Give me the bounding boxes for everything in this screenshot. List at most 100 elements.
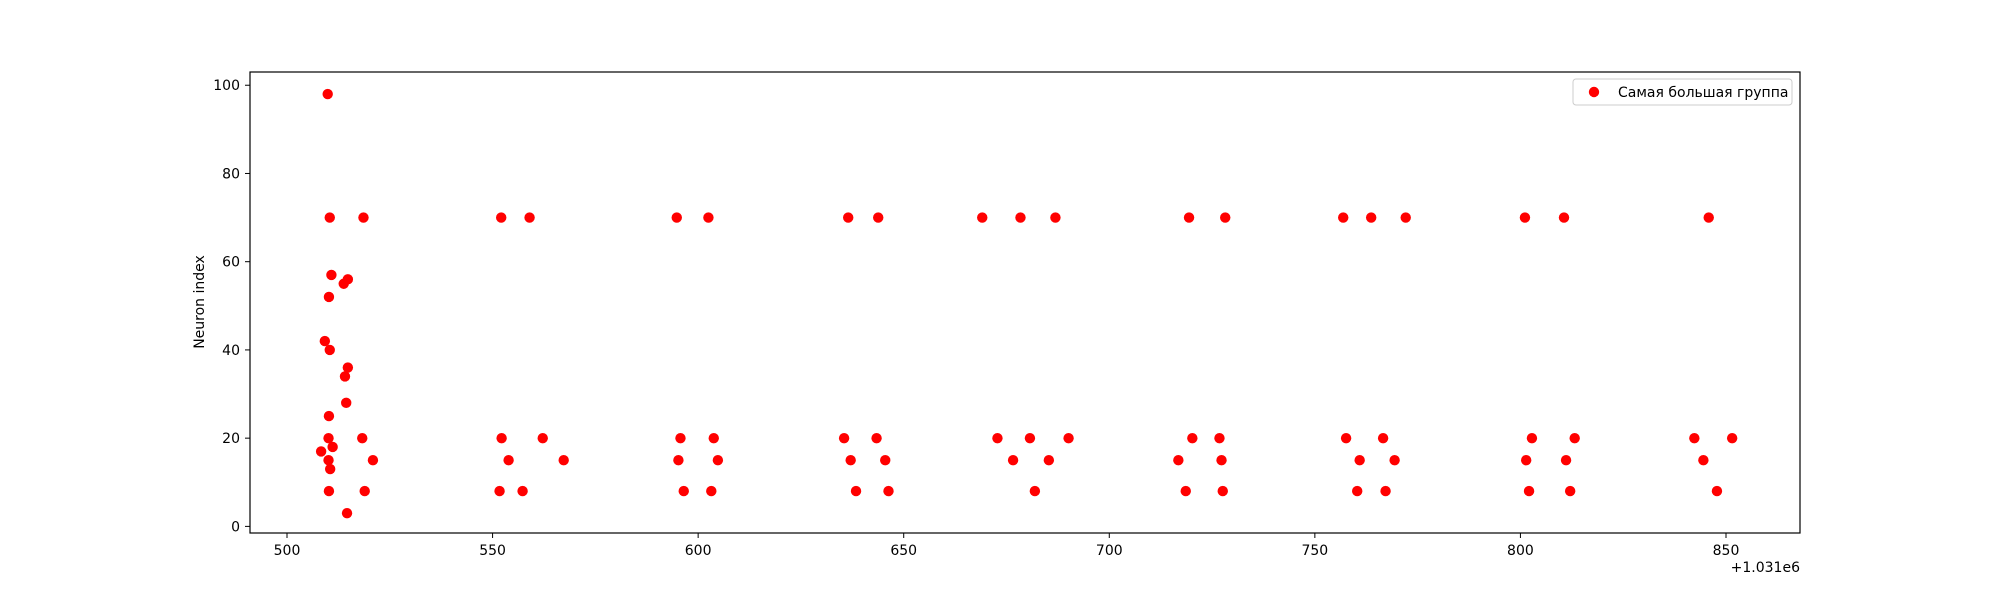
scatter-point [1352,485,1363,497]
scatter-point [675,432,686,444]
scatter-point [1519,212,1531,223]
scatter-point [323,291,335,303]
scatter-point [1007,455,1019,466]
scatter-point [1520,455,1532,466]
scatter-point [315,446,327,457]
scatter-point [324,344,335,356]
scatter-point [671,212,682,223]
scatter-point [873,212,884,223]
x-tick-label: 550 [479,543,506,559]
y-tick-label: 100 [213,78,240,94]
scatter-point [1050,212,1061,223]
scatter-point [1558,212,1570,223]
scatter-point [324,212,335,223]
scatter-point [1698,455,1709,466]
scatter-point [1173,455,1184,466]
x-tick-label: 600 [685,543,712,559]
x-tick-label: 800 [1507,543,1534,559]
scatter-point [706,485,717,497]
scatter-point [1338,212,1349,223]
scatter-point [1526,432,1538,444]
scatter-point [1569,432,1580,444]
scatter-point [323,432,334,444]
scatter-point [1380,485,1391,497]
scatter-point [883,485,894,497]
y-tick-label: 80 [222,166,240,182]
x-tick-label: 500 [274,543,301,559]
scatter-point [1214,432,1225,444]
scatter-point [843,212,854,223]
scatter-point [678,485,689,497]
scatter-point [524,212,535,223]
scatter-point [845,455,856,466]
x-axis-offset-label: +1.031e6 [1731,560,1800,576]
scatter-point [358,212,369,223]
scatter-point [1365,212,1377,223]
scatter-point [1523,485,1535,497]
scatter-point [322,88,333,100]
scatter-point [537,432,548,444]
scatter-point [1220,212,1231,223]
scatter-point [1377,432,1389,444]
scatter-point [1703,212,1714,223]
scatter-point [1187,432,1198,444]
scatter-point [341,507,353,519]
scatter-point [342,362,354,373]
scatter-point [496,432,507,444]
legend-label: Самая большая группа [1618,85,1788,101]
y-tick-label: 0 [231,519,240,535]
scatter-point [1560,455,1572,466]
scatter-point [1354,455,1365,466]
scatter-point [1216,455,1227,466]
scatter-point [319,335,331,347]
x-tick-label: 700 [1096,543,1123,559]
scatter-point [871,432,882,444]
scatter-point [703,212,714,223]
scatter-point [494,485,505,497]
scatter-point [496,212,507,223]
scatter-point [1183,212,1195,223]
scatter-point [323,455,334,466]
x-tick-label: 650 [890,543,917,559]
scatter-point [838,432,850,444]
scatter-point [558,455,569,466]
scatter-point [850,485,862,497]
scatter-point [327,441,338,453]
scatter-point [1063,432,1074,444]
scatter-point [342,274,354,285]
scatter-point [1015,212,1026,223]
data-points [315,88,1738,519]
scatter-point [1340,432,1352,444]
scatter-point [708,432,719,444]
legend: Самая большая группа [1572,78,1793,106]
scatter-point [1217,485,1228,497]
y-tick-label: 40 [222,343,240,359]
scatter-point [1024,432,1036,444]
scatter-point [1711,485,1723,497]
scatter-point [367,455,379,466]
scatter-point [880,455,891,466]
scatter-point [673,455,684,466]
scatter-point [341,397,352,409]
scatter-point [992,432,1003,444]
y-tick-label: 20 [222,431,240,447]
scatter-point [1043,455,1055,466]
scatter-point [359,485,370,497]
legend-marker [1588,86,1600,98]
scatter-point [1564,485,1576,497]
legend-box [1572,78,1793,106]
x-tick-label: 750 [1301,543,1328,559]
scatter-point [712,455,724,466]
y-axis-ticks: 0 20 40 60 80 100 [213,78,250,535]
scatter-point [977,212,988,223]
scatter-point [324,463,336,475]
y-tick-label: 60 [222,255,240,271]
scatter-point [1029,485,1041,497]
y-axis-label: Neuron index [192,255,208,349]
scatter-point [357,432,368,444]
scatter-point [326,269,337,281]
scatter-point [1689,432,1700,444]
scatter-point [323,485,335,497]
scatter-point [1726,432,1738,444]
